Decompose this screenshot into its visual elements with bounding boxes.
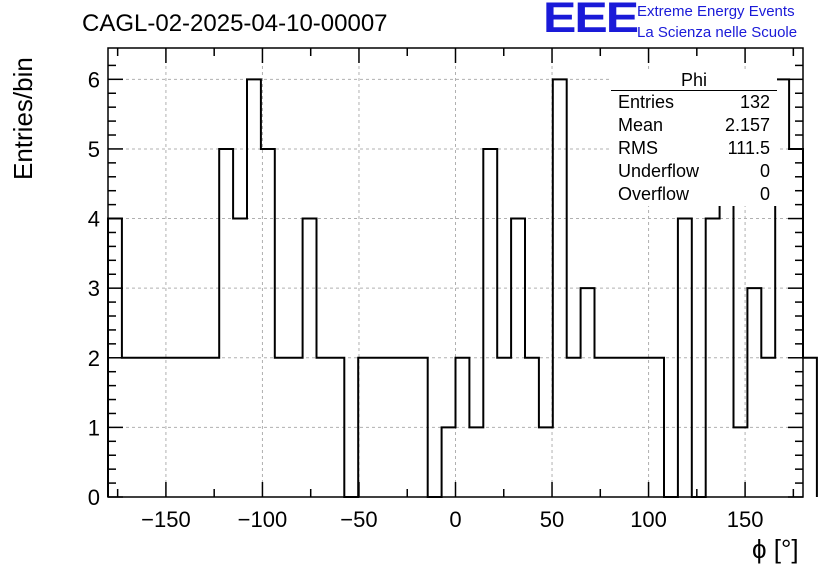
stats-label: Mean	[618, 115, 664, 135]
stats-label: RMS	[618, 138, 658, 158]
histogram-bin	[608, 358, 622, 497]
histogram-bin	[803, 358, 817, 497]
histogram-bin	[469, 427, 483, 497]
histogram-bin	[414, 358, 428, 497]
stats-value: 0	[759, 161, 770, 181]
histogram-bin	[317, 358, 331, 497]
x-tick-label: 150	[727, 507, 764, 532]
histogram-bin	[775, 79, 789, 497]
histogram-bin	[233, 219, 247, 497]
histogram-bin	[706, 219, 720, 497]
histogram-bin	[553, 79, 567, 497]
x-tick-label: 0	[449, 507, 461, 532]
histogram-bin	[275, 358, 289, 497]
x-axis-label: ϕ [°]	[752, 534, 799, 564]
histogram-bin	[122, 358, 136, 497]
stats-label: Underflow	[618, 161, 700, 181]
histogram-bin	[581, 288, 595, 497]
x-tick-label: 50	[540, 507, 564, 532]
logo-subtitle-line1: Extreme Energy Events	[637, 3, 795, 20]
histogram-bin	[595, 358, 609, 497]
histogram-bin	[622, 358, 636, 497]
stats-row-underflow: Underflow 0	[618, 161, 770, 183]
stats-value: 0	[759, 184, 770, 204]
histogram-bin	[747, 288, 761, 497]
histogram-bin	[150, 358, 164, 497]
stats-row-entries: Entries 132	[618, 92, 770, 114]
y-tick-label: 2	[88, 346, 100, 371]
histogram-bin	[164, 358, 178, 497]
histogram-bin	[136, 358, 150, 497]
histogram-bin	[761, 358, 775, 497]
histogram-bin	[650, 358, 664, 497]
histogram-bin	[525, 358, 539, 497]
stats-box: Phi Entries 132 Mean 2.157 RMS 111.5 Und…	[611, 70, 777, 206]
stats-divider	[611, 90, 777, 91]
histogram-bin	[261, 149, 275, 497]
histogram-bin	[330, 358, 344, 497]
stats-label: Entries	[618, 92, 675, 112]
histogram-bin	[303, 219, 317, 497]
y-tick-label: 3	[88, 276, 100, 301]
histogram-bin	[636, 358, 650, 497]
x-tick-label: −100	[238, 507, 288, 532]
stats-row-mean: Mean 2.157	[618, 115, 770, 137]
histogram-bin	[178, 358, 192, 497]
histogram-bin	[539, 427, 553, 497]
histogram-bin	[191, 358, 205, 497]
histogram-bin	[442, 427, 456, 497]
histogram-bin	[400, 358, 414, 497]
y-tick-label: 6	[88, 67, 100, 92]
x-tick-label: −50	[340, 507, 377, 532]
y-tick-label: 5	[88, 137, 100, 162]
histogram-bin	[219, 149, 233, 497]
y-tick-label: 1	[88, 415, 100, 440]
stats-row-overflow: Overflow 0	[618, 184, 770, 206]
histogram-bin	[205, 358, 219, 497]
histogram-bin	[386, 358, 400, 497]
x-tick-label: −150	[141, 507, 191, 532]
stats-value: 2.157	[724, 115, 770, 135]
histogram-bin	[358, 358, 372, 497]
histogram-bin	[372, 358, 386, 497]
logo-subtitle-line2: La Scienza nelle Scuole	[637, 24, 798, 41]
stats-title: Phi	[680, 70, 707, 90]
x-tick-label: 100	[630, 507, 667, 532]
histogram-bin	[567, 358, 581, 497]
stats-value: 111.5	[727, 138, 770, 158]
histogram-bin	[497, 358, 511, 497]
run-title: CAGL-02-2025-04-10-00007	[82, 10, 388, 37]
y-tick-label: 4	[88, 207, 100, 232]
axis-ticks	[108, 48, 803, 498]
y-tick-label: 0	[88, 485, 100, 510]
tick-labels: −150 −100 −50 0 50 100 150 0 1 2 3 4 5 6	[88, 67, 764, 532]
eee-logo: EEE	[543, 0, 639, 42]
histogram-bin	[483, 149, 497, 497]
stats-label: Overflow	[618, 184, 690, 204]
stats-row-rms: RMS 111.5	[618, 138, 770, 160]
histogram-bin	[456, 358, 470, 497]
histogram-bin	[789, 149, 803, 497]
histogram-bin	[289, 358, 303, 497]
y-axis-label: Entries/bin	[8, 57, 38, 180]
histogram-bin	[678, 219, 692, 497]
histogram-bin	[247, 79, 261, 497]
histogram-bin	[511, 219, 525, 497]
stats-value: 132	[739, 92, 770, 112]
